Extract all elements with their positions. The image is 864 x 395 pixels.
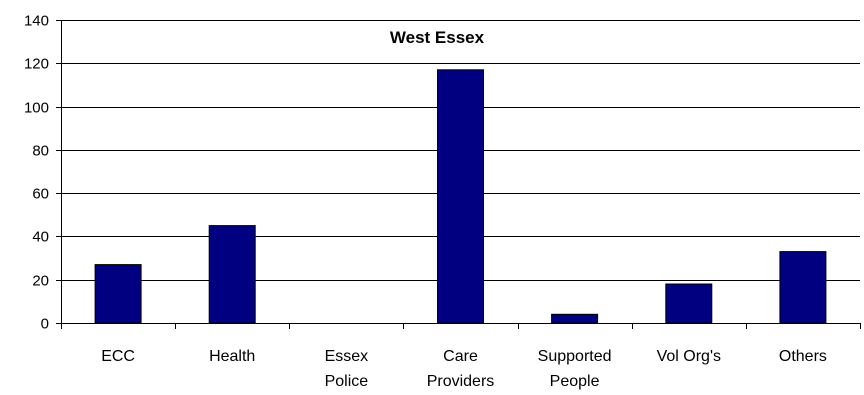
x-category-label: Supported <box>538 348 612 365</box>
x-category-label: ECC <box>101 348 135 365</box>
y-tick-label: 140 <box>24 13 49 30</box>
x-category-label: Health <box>209 348 255 365</box>
x-category-label: Vol Org's <box>657 348 721 365</box>
bar <box>437 69 484 324</box>
axes <box>56 20 861 329</box>
bar <box>94 264 142 324</box>
bar <box>551 313 599 324</box>
x-category-label: Providers <box>427 373 495 390</box>
bar <box>665 283 713 324</box>
y-tick-label: 120 <box>24 56 49 73</box>
bar <box>779 251 827 324</box>
y-tick-label: 100 <box>24 100 49 117</box>
y-tick-label: 20 <box>32 273 49 290</box>
y-tick-label: 80 <box>32 143 49 160</box>
x-category-label: Others <box>779 348 827 365</box>
y-tick-label: 40 <box>32 229 49 246</box>
y-tick-label: 0 <box>41 316 49 333</box>
x-category-label: People <box>550 373 600 390</box>
x-category-label: Essex <box>325 348 369 365</box>
bars <box>94 69 827 324</box>
x-category-label: Care <box>443 348 478 365</box>
chart-title: West Essex <box>390 28 485 47</box>
y-tick-label: 60 <box>32 186 49 203</box>
x-category-label: Police <box>325 373 369 390</box>
labels: 0 20 40 60 80 100 120 140 ECC Health Essex Police Ca… <box>24 13 827 391</box>
bar <box>208 225 256 324</box>
